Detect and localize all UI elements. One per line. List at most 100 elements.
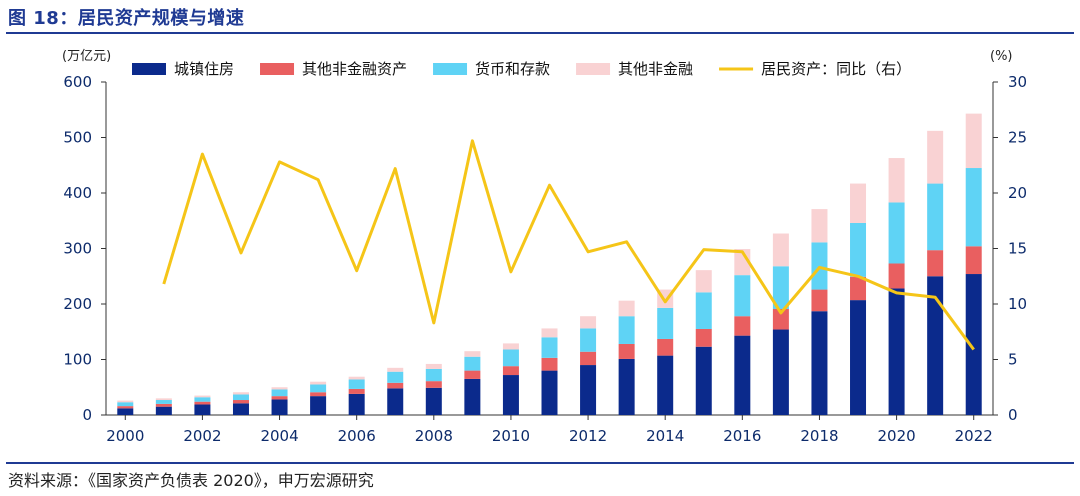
source-note: 资料来源：《国家资产负债表 2020》，申万宏源研究	[8, 471, 374, 490]
bar-2022-series-1	[965, 274, 982, 415]
bar-2010-series-4	[502, 343, 519, 350]
bar-2015-series-4	[695, 270, 712, 293]
bar-2017-series-3	[772, 266, 789, 309]
bar-2018-series-4	[811, 209, 828, 243]
bar-2019-series-3	[850, 222, 867, 277]
bar-2017-series-1	[772, 329, 789, 415]
bar-2015-series-1	[695, 346, 712, 415]
legend-label-3: 货币和存款	[475, 60, 550, 78]
x-tick-label: 2016	[723, 427, 761, 445]
bar-2012-series-1	[580, 365, 597, 415]
bar-2001-series-4	[155, 398, 172, 401]
x-tick-label: 2014	[646, 427, 684, 445]
left-tick-label: 200	[63, 295, 92, 313]
bar-2019-series-4	[850, 183, 867, 223]
x-tick-label: 2010	[492, 427, 530, 445]
bar-2008-series-3	[425, 368, 442, 382]
right-tick-label: 15	[1008, 240, 1027, 258]
right-tick-label: 30	[1008, 73, 1027, 91]
yoy-growth-line	[162, 139, 975, 351]
bar-2008-series-4	[425, 363, 442, 369]
legend-label-4: 其他非金融	[618, 60, 693, 78]
source-rule	[6, 462, 1074, 464]
legend-swatch-1	[132, 63, 166, 75]
bar-2013-series-1	[618, 358, 635, 415]
bar-2021-series-2	[927, 250, 944, 277]
bar-2011-series-1	[541, 370, 558, 415]
bar-2018-series-2	[811, 289, 828, 312]
bar-2021-series-4	[927, 130, 944, 184]
right-tick-label: 0	[1008, 406, 1018, 424]
x-tick-label: 2018	[800, 427, 838, 445]
left-tick-label: 100	[63, 351, 92, 369]
bar-2020-series-1	[888, 288, 905, 415]
bar-2013-series-3	[618, 316, 635, 344]
bar-2003-series-3	[232, 394, 249, 401]
bar-2003-series-4	[232, 392, 249, 395]
bar-2007-series-3	[387, 371, 404, 383]
x-tick-label: 2002	[183, 427, 221, 445]
bar-2020-series-2	[888, 263, 905, 289]
bar-2002-series-2	[194, 401, 211, 405]
bar-2004-series-3	[271, 389, 288, 397]
bar-2003-series-2	[232, 400, 249, 404]
legend-label-2: 其他非金融资产	[302, 60, 407, 78]
bar-2005-series-3	[310, 384, 327, 393]
bar-2012-series-3	[580, 328, 597, 352]
bar-2001-series-3	[155, 400, 172, 404]
bar-2010-series-3	[502, 349, 519, 367]
bar-2019-series-1	[850, 300, 867, 415]
legend-swatch-3	[433, 63, 468, 75]
title-rule	[6, 32, 1074, 34]
figure-title: 图 18：居民资产规模与增速	[8, 8, 245, 29]
bar-2001-series-1	[155, 406, 172, 415]
bar-2005-series-4	[310, 381, 327, 385]
bar-2006-series-4	[348, 376, 365, 380]
x-tick-label: 2006	[338, 427, 376, 445]
bar-2009-series-1	[464, 378, 481, 415]
bar-2000-series-4	[117, 400, 134, 403]
x-tick-label: 2012	[569, 427, 607, 445]
x-tick-label: 2008	[415, 427, 453, 445]
bar-2004-series-2	[271, 396, 288, 400]
legend-swatch-2	[260, 63, 295, 75]
x-tick-label: 2000	[106, 427, 144, 445]
bar-2021-series-1	[927, 276, 944, 415]
left-tick-label: 300	[63, 240, 92, 258]
bar-2011-series-4	[541, 328, 558, 338]
bar-2017-series-2	[772, 308, 789, 330]
bar-2013-series-2	[618, 343, 635, 359]
legend-label-1: 城镇住房	[174, 60, 234, 78]
bar-2002-series-1	[194, 404, 211, 415]
bar-2000-series-1	[117, 408, 134, 415]
bar-2002-series-3	[194, 397, 211, 402]
bar-2007-series-4	[387, 367, 404, 372]
right-tick-label: 5	[1008, 351, 1018, 369]
right-tick-label: 25	[1008, 129, 1027, 147]
bar-2016-series-3	[734, 275, 751, 317]
bar-2006-series-1	[348, 393, 365, 415]
legend-swatch-4	[576, 63, 611, 75]
right-tick-label: 20	[1008, 184, 1027, 202]
bar-2010-series-1	[502, 375, 519, 415]
right-axis-unit: (%)	[990, 49, 1013, 64]
left-tick-label: 600	[63, 73, 92, 91]
bar-2001-series-2	[155, 403, 172, 407]
bar-2015-series-2	[695, 328, 712, 347]
bar-2006-series-3	[348, 379, 365, 389]
left-tick-label: 400	[63, 184, 92, 202]
bar-2022-series-3	[965, 168, 982, 247]
bar-2022-series-2	[965, 246, 982, 275]
bar-2012-series-2	[580, 351, 597, 366]
bar-2014-series-2	[657, 338, 674, 356]
bar-2020-series-3	[888, 202, 905, 264]
bar-2002-series-4	[194, 395, 211, 398]
bar-2004-series-4	[271, 387, 288, 390]
left-tick-label: 500	[63, 129, 92, 147]
bar-2000-series-3	[117, 402, 134, 407]
bar-2014-series-1	[657, 355, 674, 415]
bar-2008-series-2	[425, 381, 442, 388]
bar-2007-series-1	[387, 388, 404, 415]
bar-2013-series-4	[618, 300, 635, 317]
bar-2010-series-2	[502, 366, 519, 376]
